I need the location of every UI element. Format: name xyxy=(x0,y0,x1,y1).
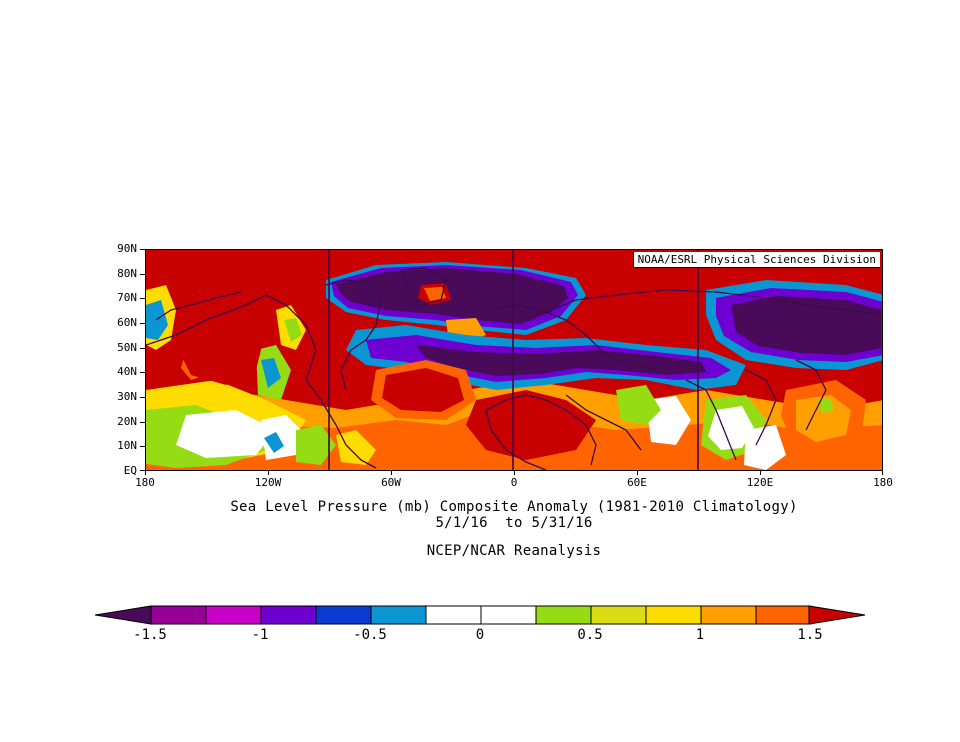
lat-tick xyxy=(140,397,145,398)
lon-tick xyxy=(514,471,515,475)
lon-tick xyxy=(760,471,761,475)
lat-label-20n: 20N xyxy=(117,415,137,428)
lat-tick xyxy=(140,446,145,447)
lat-tick xyxy=(140,348,145,349)
colorbar-high-arrow xyxy=(808,605,866,625)
lon-tick xyxy=(268,471,269,475)
lat-tick xyxy=(140,249,145,250)
lat-label-40n: 40N xyxy=(117,365,137,378)
colorbar-cell xyxy=(150,605,207,625)
colorbar-label-1: 1 xyxy=(695,627,705,643)
colorbar-label-neg1.5: -1.5 xyxy=(133,627,167,643)
credit-label: NOAA/ESRL Physical Sciences Division xyxy=(632,252,880,268)
lon-tick xyxy=(145,471,146,475)
colorbar-cell xyxy=(370,605,427,625)
lat-label-70n: 70N xyxy=(117,291,137,304)
lon-label-120e: 120E xyxy=(746,476,774,489)
colorbar-label-0: 0 xyxy=(475,627,485,643)
colorbar-label-0.5: 0.5 xyxy=(577,627,603,643)
lat-tick xyxy=(140,422,145,423)
lat-label-90n: 90N xyxy=(117,242,137,255)
lon-label-0: 0 xyxy=(510,476,518,489)
lat-label-10n: 10N xyxy=(117,439,137,452)
lat-label-50n: 50N xyxy=(117,341,137,354)
lon-label-60e: 60E xyxy=(627,476,647,489)
colorbar-cell xyxy=(260,605,317,625)
colorbar-cell xyxy=(535,605,592,625)
colorbar-cell xyxy=(425,605,482,625)
lon-label-120w: 120W xyxy=(254,476,282,489)
lat-label-30n: 30N xyxy=(117,390,137,403)
colorbar-cell xyxy=(590,605,647,625)
colorbar-cell xyxy=(700,605,757,625)
lat-tick xyxy=(140,298,145,299)
lat-label-80n: 80N xyxy=(117,267,137,280)
lat-tick xyxy=(140,470,145,471)
lat-tick xyxy=(140,372,145,373)
lat-label-eq: EQ xyxy=(123,464,137,477)
lon-label-180e: 180 xyxy=(873,476,893,489)
lon-label-60w: 60W xyxy=(381,476,401,489)
map-title: Sea Level Pressure (mb) Composite Anomal… xyxy=(230,499,798,515)
colorbar xyxy=(95,605,866,625)
colorbar-label-neg0.5: -0.5 xyxy=(353,627,387,643)
date-range: 5/1/16 to 5/31/16 xyxy=(435,515,593,531)
lat-tick xyxy=(140,323,145,324)
lat-tick xyxy=(140,274,145,275)
sea-level-pressure-anomaly-map: NOAA/ESRL Physical Sciences Division xyxy=(145,249,883,471)
lon-tick xyxy=(637,471,638,475)
lon-tick xyxy=(882,471,883,475)
data-source: NCEP/NCAR Reanalysis xyxy=(426,543,602,559)
colorbar-cell xyxy=(645,605,702,625)
colorbar-label-1.5: 1.5 xyxy=(797,627,823,643)
anomaly-field xyxy=(146,250,882,470)
colorbar-cell xyxy=(315,605,372,625)
colorbar-label-neg1: -1 xyxy=(251,627,269,643)
colorbar-cell xyxy=(480,605,537,625)
lon-tick xyxy=(391,471,392,475)
colorbar-low-arrow xyxy=(95,605,152,625)
lon-label-180w: 180 xyxy=(135,476,155,489)
lat-label-60n: 60N xyxy=(117,316,137,329)
colorbar-cell xyxy=(205,605,262,625)
colorbar-cell xyxy=(755,605,812,625)
